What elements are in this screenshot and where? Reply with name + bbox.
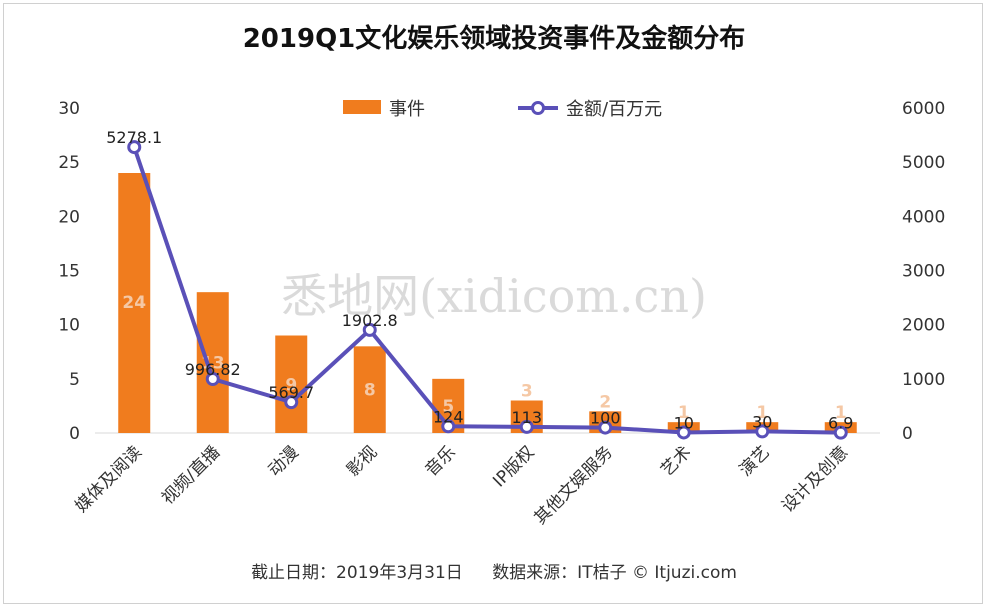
amount-value-label: 10 xyxy=(674,413,694,432)
y-left-tick-label: 25 xyxy=(58,153,80,173)
x-category-label: 艺术 xyxy=(657,442,695,480)
amount-value-label: 100 xyxy=(590,409,621,428)
amount-value-label: 5278.1 xyxy=(106,128,162,147)
bar-value-label: 24 xyxy=(122,293,146,313)
y-left-tick-label: 15 xyxy=(58,262,80,282)
x-category-label: 动漫 xyxy=(265,442,303,480)
x-category-label: IP版权 xyxy=(489,442,538,491)
footer-date: 截止日期：2019年3月31日 xyxy=(251,563,463,583)
y-right-tick-label: 0 xyxy=(902,424,913,444)
legend-label-bar: 事件 xyxy=(389,99,425,120)
amount-value-label: 124 xyxy=(433,407,464,426)
bar-value-label: 9 xyxy=(285,375,297,395)
amount-value-label: 6.9 xyxy=(828,414,853,433)
amount-value-label: 996.82 xyxy=(185,360,241,379)
amount-point xyxy=(205,372,220,387)
x-category-label: 音乐 xyxy=(422,442,460,480)
amount-value-label: 569.7 xyxy=(268,383,314,402)
y-right-tick-label: 2000 xyxy=(902,316,945,336)
legend-swatch-bar xyxy=(343,100,381,114)
amount-line xyxy=(132,146,841,435)
y-right-tick-label: 3000 xyxy=(902,262,945,282)
amount-point xyxy=(441,419,456,434)
bar xyxy=(353,346,386,433)
amount-point xyxy=(362,322,377,337)
legend-swatch-marker xyxy=(531,101,545,115)
amount-point xyxy=(519,419,534,434)
amount-value-label: 113 xyxy=(511,408,542,427)
bar xyxy=(118,173,151,433)
x-category-label: 设计及创意 xyxy=(778,442,852,516)
y-left-tick-label: 5 xyxy=(69,370,80,390)
y-right-tick-label: 4000 xyxy=(902,207,945,227)
amount-point xyxy=(676,425,691,440)
x-category-label: 媒体及阅读 xyxy=(72,442,146,516)
y-left-tick-label: 10 xyxy=(58,316,80,336)
bar-value-label: 8 xyxy=(364,381,376,401)
amount-point xyxy=(284,395,299,410)
x-category-label: 影视 xyxy=(343,442,381,480)
chart-footer: 截止日期：2019年3月31日 数据来源：IT桔子 © Itjuzi.com xyxy=(0,558,988,583)
x-category-label: 演艺 xyxy=(736,442,774,480)
watermark-text: 悉地网(xidicom.cn) xyxy=(281,269,707,323)
chart-title: 2019Q1文化娱乐领域投资事件及金额分布 xyxy=(242,24,746,54)
bar xyxy=(275,335,308,433)
bar-value-label: 5 xyxy=(442,397,454,417)
amount-point xyxy=(755,424,770,439)
y-right-tick-label: 1000 xyxy=(902,370,945,390)
bar-value-label: 1 xyxy=(756,403,768,423)
y-right-tick-label: 5000 xyxy=(902,153,945,173)
amount-value-label: 30 xyxy=(752,412,772,431)
y-left-tick-label: 0 xyxy=(69,424,80,444)
amount-point xyxy=(833,425,848,440)
footer-source: 数据来源：IT桔子 © Itjuzi.com xyxy=(492,563,737,583)
y-right-tick-label: 6000 xyxy=(902,99,945,119)
amount-value-label: 1902.8 xyxy=(342,311,398,330)
x-category-label: 视频/直播 xyxy=(158,442,224,508)
bar xyxy=(196,292,229,433)
legend-label-line: 金额/百万元 xyxy=(566,99,662,120)
y-left-tick-label: 30 xyxy=(58,99,80,119)
amount-point xyxy=(598,420,613,435)
bar-value-label: 2 xyxy=(599,392,611,412)
bar-value-label: 1 xyxy=(835,403,847,423)
bar-value-label: 1 xyxy=(678,403,690,423)
y-left-tick-label: 20 xyxy=(58,207,80,227)
chart-frame xyxy=(3,3,983,604)
bar-value-label: 3 xyxy=(521,382,533,402)
amount-point xyxy=(127,140,142,155)
x-category-label: 其他文娱服务 xyxy=(531,442,617,528)
